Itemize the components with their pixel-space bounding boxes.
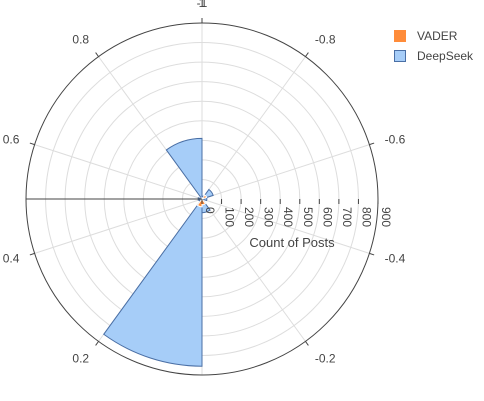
radial-tick-label: 900 — [379, 207, 393, 227]
angular-tick — [369, 252, 375, 256]
angular-tick — [29, 252, 35, 256]
angular-tick-label: 0.8 — [72, 33, 89, 47]
angular-grid-line — [34, 198, 203, 254]
angular-grid-line — [201, 198, 306, 342]
angular-tick-label: -0.6 — [385, 133, 406, 147]
bars — [103, 137, 214, 367]
radial-tick-label: 100 — [223, 207, 237, 227]
angular-tick-label: 1 — [199, 0, 206, 10]
radial-axis-title: Count of Posts — [249, 235, 335, 250]
legend-item-deepseek[interactable]: DeepSeek — [394, 46, 473, 66]
radial-tick-label: 700 — [340, 207, 354, 227]
radial-tick-label: 800 — [359, 207, 373, 227]
legend: VADER DeepSeek — [394, 26, 473, 66]
angular-tick-label: -1 — [197, 0, 208, 10]
radial-tick-label: 600 — [320, 207, 334, 227]
radial-tick-label: 400 — [281, 207, 295, 227]
radial-tick-label: 500 — [301, 207, 315, 227]
angular-grid-line — [34, 144, 203, 200]
axes: -11 0.8 0.6 0.4 0.2 -0.8 -0.6 -0.4 -0.2 0 100 200 30… — [3, 0, 406, 376]
angular-tick-label: -0.2 — [315, 351, 336, 365]
angular-tick-label: -0.4 — [385, 251, 406, 265]
angular-grid-line — [201, 144, 370, 200]
bar-vader[interactable] — [196, 197, 203, 208]
angular-tick — [305, 52, 309, 57]
bar-deepseek[interactable] — [103, 197, 203, 367]
bar-deepseek[interactable] — [165, 137, 203, 201]
angular-grid-line — [201, 198, 370, 254]
angular-tick — [29, 142, 35, 146]
legend-swatch-deepseek — [394, 50, 406, 62]
angular-tick — [305, 341, 309, 346]
radial-tick-label: 0 — [203, 207, 217, 214]
bar-vader[interactable] — [200, 194, 208, 200]
angular-tick-label: -0.8 — [315, 33, 336, 47]
angular-tick-label: 0.2 — [72, 351, 89, 365]
angular-tick — [95, 341, 99, 346]
radial-tick-label: 200 — [242, 207, 256, 227]
legend-swatch-vader — [394, 30, 406, 42]
angular-tick — [95, 52, 99, 57]
angular-tick — [369, 142, 375, 146]
angular-grid-line — [201, 56, 306, 200]
angular-tick-label: 0.4 — [3, 251, 20, 265]
legend-item-vader[interactable]: VADER — [394, 26, 473, 46]
angular-tick-label: 0.6 — [3, 133, 20, 147]
legend-label-vader: VADER — [417, 29, 458, 43]
legend-label-deepseek: DeepSeek — [417, 49, 474, 63]
radial-tick-label: 300 — [262, 207, 276, 227]
